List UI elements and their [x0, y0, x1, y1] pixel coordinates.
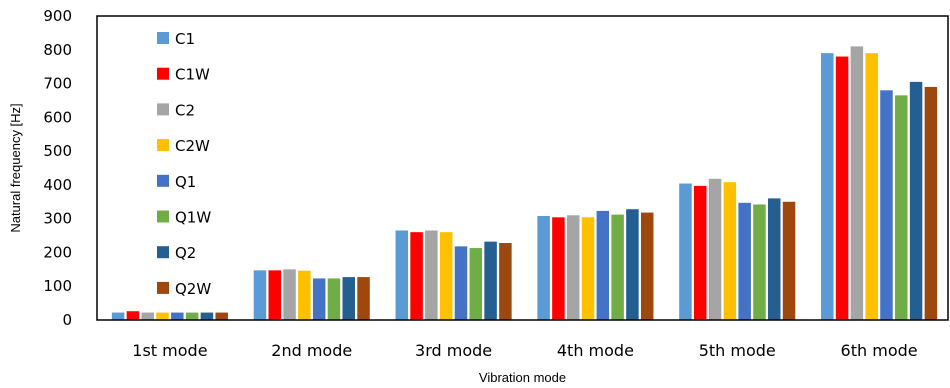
bar — [439, 232, 453, 320]
legend-swatch — [157, 67, 169, 80]
bar — [738, 202, 751, 320]
bar — [499, 242, 512, 320]
bar — [268, 270, 281, 320]
legend-label: Q1W — [175, 209, 211, 227]
bar — [253, 270, 267, 320]
legend-swatch — [157, 32, 169, 44]
y-tick-label: 100 — [43, 277, 72, 295]
legend-swatch — [157, 139, 169, 152]
bar — [410, 232, 423, 320]
x-tick-label: 1st mode — [132, 341, 207, 360]
legend-swatch — [157, 246, 169, 259]
bar — [821, 53, 834, 321]
y-tick-label: 600 — [43, 108, 72, 126]
bar — [425, 230, 438, 320]
legend-label: Q2 — [175, 244, 196, 262]
bar — [611, 214, 624, 320]
bar — [768, 198, 781, 320]
y-tick-label: 800 — [43, 41, 72, 59]
plot-frame — [96, 15, 949, 321]
bar — [679, 183, 692, 320]
bar — [342, 277, 355, 320]
legend-swatch — [157, 281, 169, 294]
y-tick-label: 400 — [43, 176, 72, 194]
bars — [111, 46, 938, 321]
bar — [694, 185, 707, 320]
bar — [566, 215, 580, 320]
bar — [753, 204, 766, 320]
bar — [835, 56, 849, 321]
legend-label: Q2W — [175, 280, 211, 298]
bar — [537, 215, 550, 320]
x-tick-label: 6th mode — [841, 341, 918, 360]
bar — [640, 212, 654, 320]
bar — [865, 53, 878, 321]
bar — [200, 312, 214, 320]
bar — [126, 311, 140, 320]
legend-label: C1W — [175, 66, 210, 84]
bar — [552, 217, 565, 320]
y-axis-ticks: 0 100 200 300 400 500 600 700 800 900 — [43, 7, 72, 329]
bar — [395, 230, 409, 320]
bar — [484, 241, 497, 320]
bar — [141, 312, 154, 320]
bar — [357, 277, 370, 320]
bar — [156, 312, 169, 320]
legend: C1 C1W C2 C2W Q1 Q1W Q2 Q2W — [157, 30, 211, 298]
y-tick-label: 200 — [43, 243, 72, 261]
bar — [880, 90, 893, 320]
bar — [454, 246, 468, 320]
bar — [626, 209, 639, 320]
bar — [327, 278, 341, 320]
x-tick-label: 5th mode — [699, 341, 776, 360]
legend-label: C2W — [175, 137, 210, 155]
legend-swatch — [157, 174, 169, 187]
legend-swatch — [157, 103, 169, 116]
bar — [850, 46, 864, 321]
y-tick-label: 700 — [43, 75, 72, 93]
bar — [171, 312, 184, 320]
bar — [185, 312, 199, 320]
bar — [469, 248, 483, 320]
y-axis-title: Natural frequency [Hz] — [8, 103, 23, 232]
x-axis-ticks: 1st mode 2nd mode 3rd mode 4th mode 5th mode… — [132, 341, 917, 360]
bar — [298, 270, 311, 320]
y-tick-label: 500 — [43, 142, 72, 160]
x-tick-label: 3rd mode — [415, 341, 492, 360]
x-axis-title: Vibration mode — [479, 370, 566, 385]
bar — [215, 312, 228, 320]
legend-label: C1 — [175, 30, 195, 48]
x-tick-label: 2nd mode — [271, 341, 352, 360]
y-tick-label: 0 — [62, 311, 72, 329]
bar — [596, 210, 610, 320]
legend-label: Q1 — [175, 173, 196, 191]
y-tick-label: 300 — [43, 210, 72, 228]
bar — [895, 95, 908, 320]
bar — [909, 81, 923, 320]
bar — [111, 312, 125, 320]
y-tick-label: 900 — [43, 7, 72, 25]
bar — [283, 269, 296, 320]
legend-label: C2 — [175, 101, 195, 119]
bar — [782, 201, 796, 320]
bar — [312, 278, 326, 320]
x-tick-label: 4th mode — [557, 341, 634, 360]
bar — [581, 217, 595, 320]
bar — [708, 178, 722, 320]
bar — [723, 182, 737, 320]
bar — [924, 86, 938, 320]
legend-swatch — [157, 210, 169, 223]
